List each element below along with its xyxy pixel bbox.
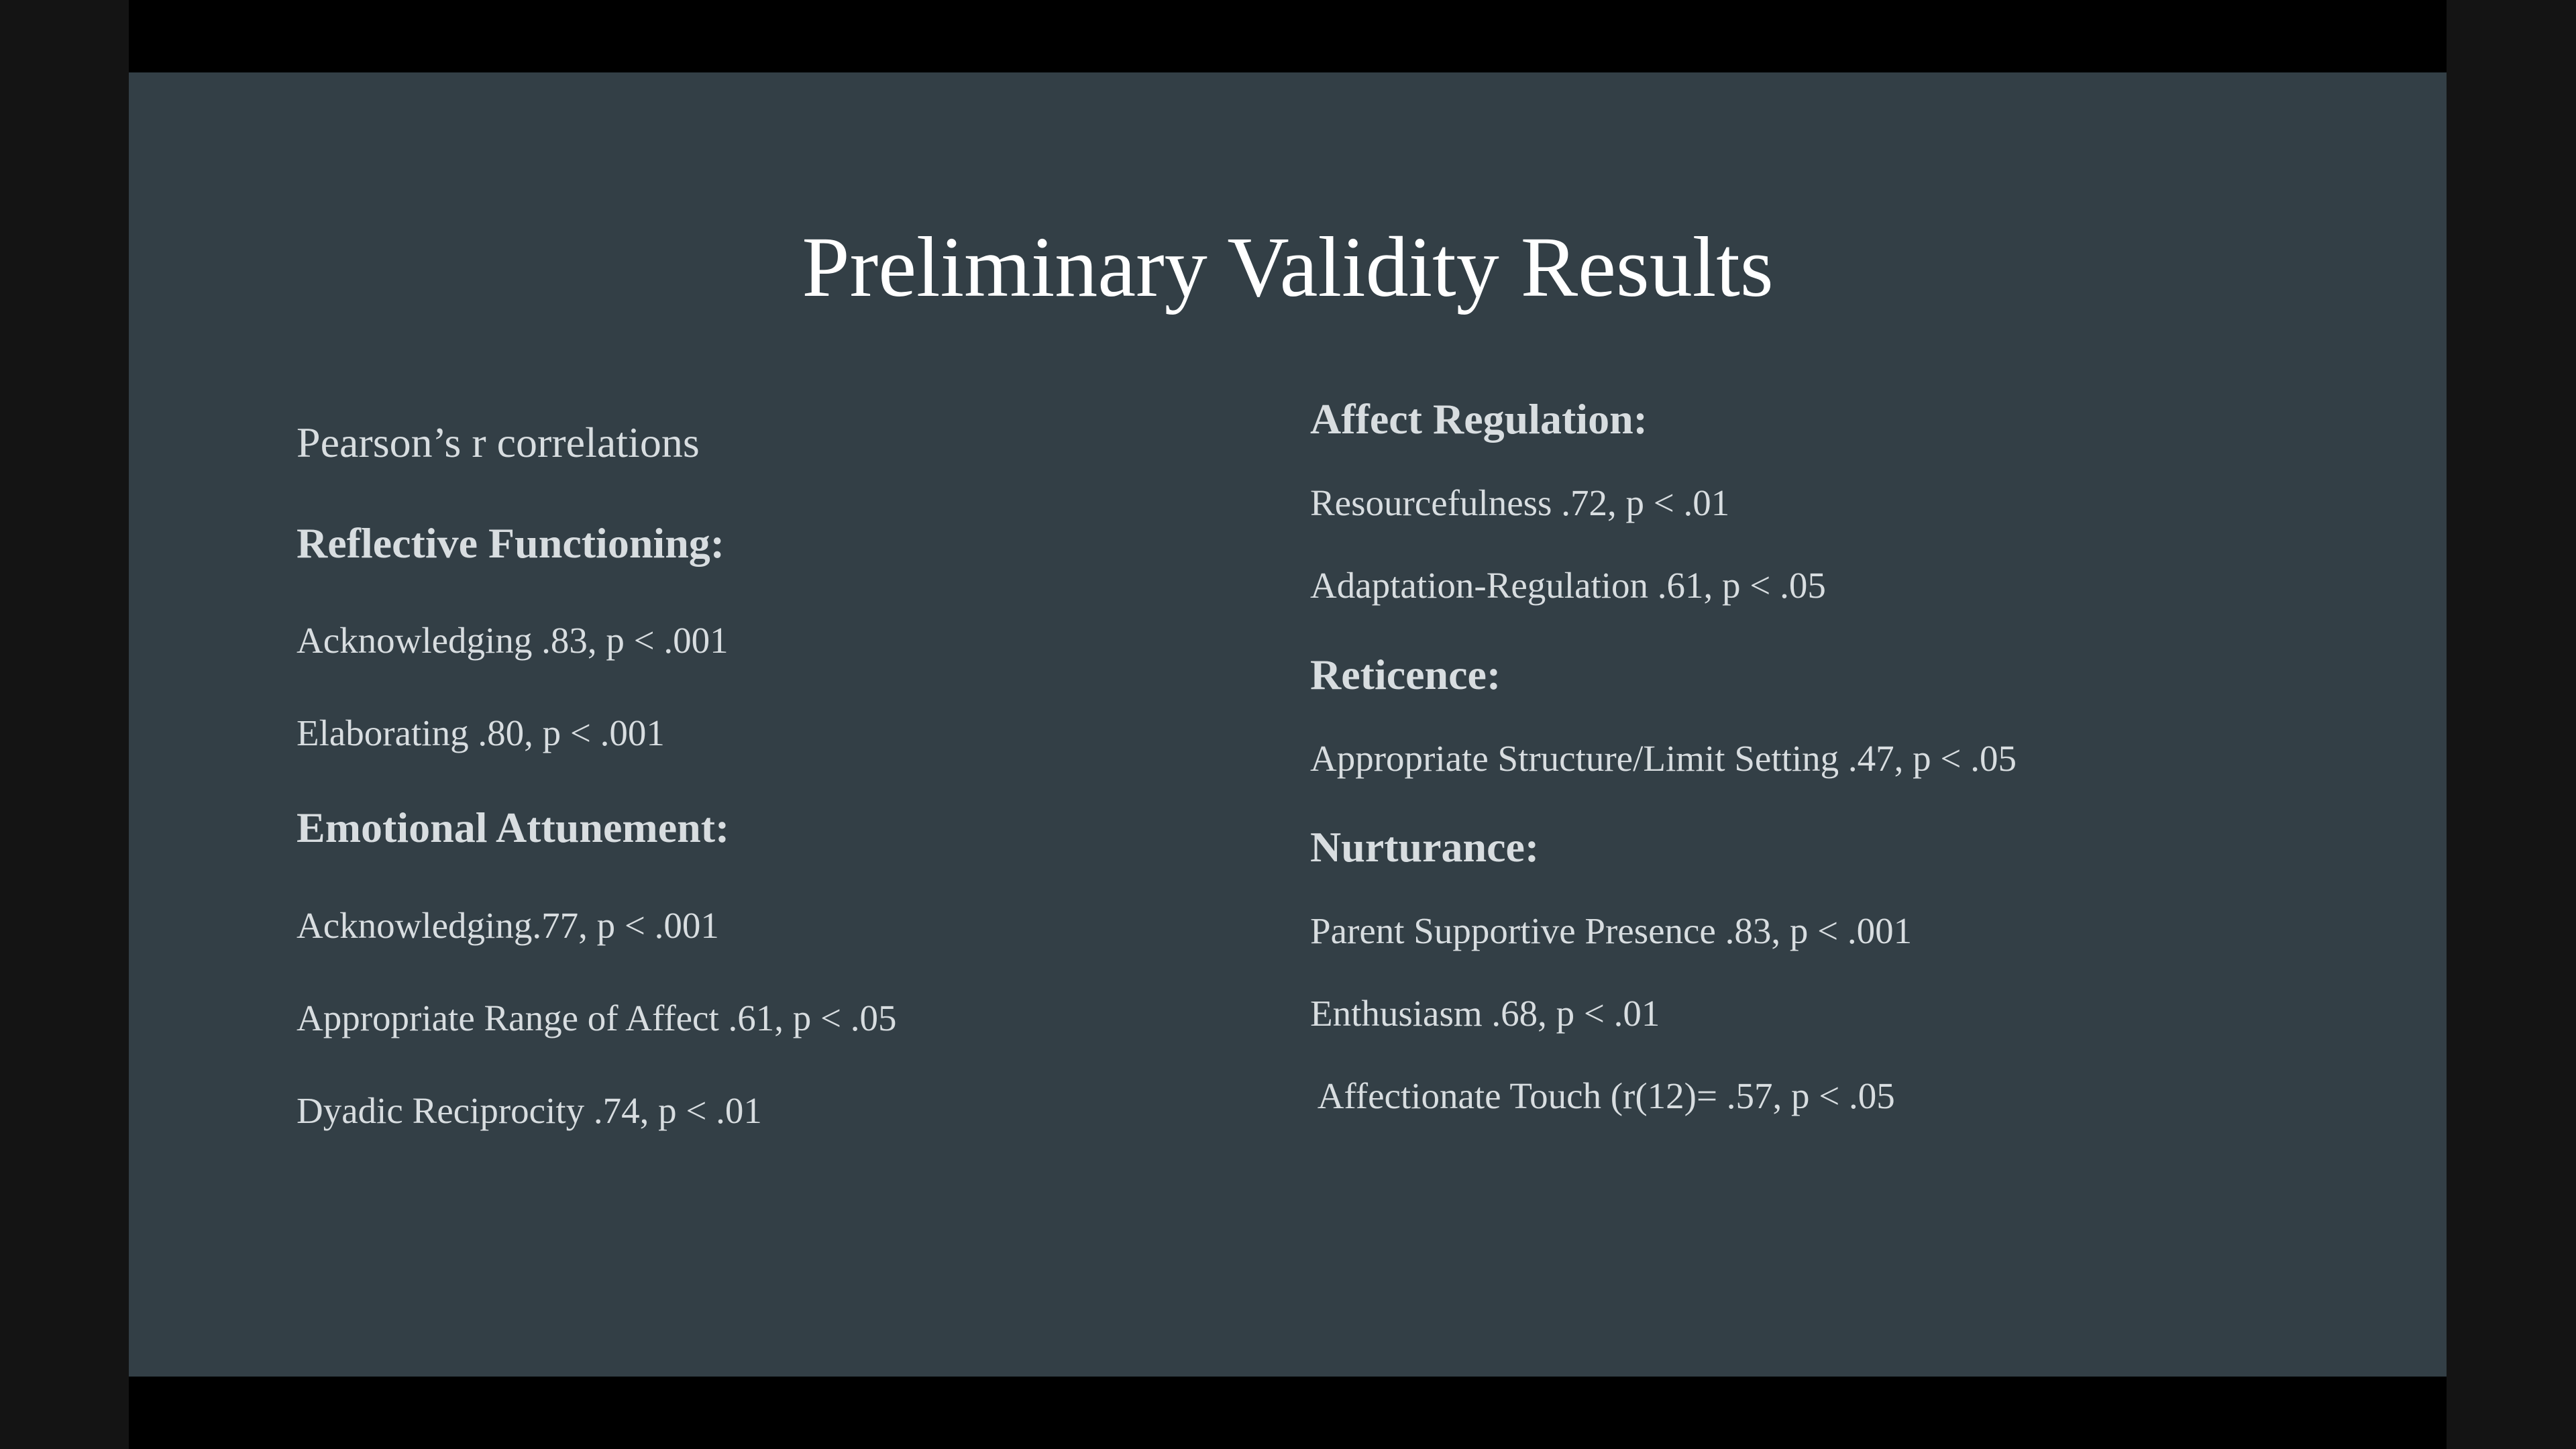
section-heading-reflective-functioning: Reflective Functioning: (297, 519, 725, 567)
section-heading-emotional-attunement: Emotional Attunement: (297, 804, 730, 851)
result-item: Resourcefulness .72, p < .01 (1310, 482, 1730, 523)
section-heading-affect-regulation: Affect Regulation: (1310, 395, 1648, 443)
presentation-slide: Preliminary Validity Results Pearson’s r… (129, 72, 2447, 1377)
result-item: Appropriate Structure/Limit Setting .47,… (1310, 738, 2017, 779)
result-item: Acknowledging .83, p < .001 (297, 620, 729, 661)
result-item: Acknowledging.77, p < .001 (297, 905, 719, 946)
result-item: Appropriate Range of Affect .61, p < .05 (297, 998, 897, 1038)
result-item: Dyadic Reciprocity .74, p < .01 (297, 1090, 762, 1131)
result-item: Enthusiasm .68, p < .01 (1310, 993, 1660, 1034)
result-item: Parent Supportive Presence .83, p < .001 (1310, 910, 1913, 951)
correlation-subtitle: Pearson’s r correlations (297, 419, 700, 466)
slide-title: Preliminary Validity Results (802, 219, 1774, 315)
result-item: Affectionate Touch (r(12)= .57, p < .05 (1310, 1075, 1895, 1116)
result-item: Elaborating .80, p < .001 (297, 712, 665, 753)
section-heading-nurturance: Nurturance: (1310, 823, 1540, 871)
section-heading-reticence: Reticence: (1310, 651, 1501, 698)
result-item: Adaptation-Regulation .61, p < .05 (1310, 565, 1826, 606)
